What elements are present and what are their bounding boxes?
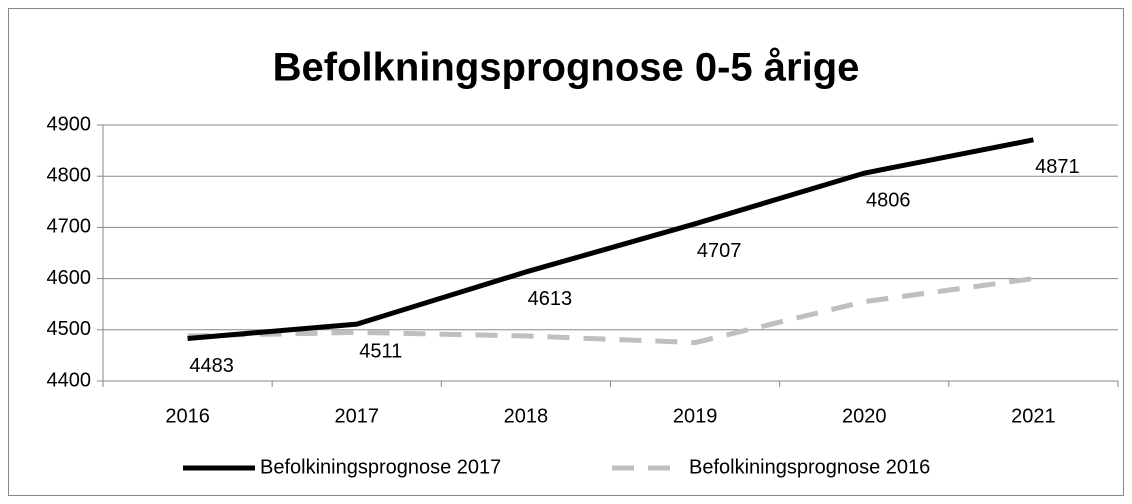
x-tick-label: 2020 bbox=[842, 405, 887, 427]
x-tick-label: 2019 bbox=[673, 405, 718, 427]
x-tick-label: 2017 bbox=[335, 405, 380, 427]
x-tick-label: 2018 bbox=[504, 405, 549, 427]
y-tick-label: 4500 bbox=[47, 318, 92, 340]
data-label: 4511 bbox=[359, 340, 402, 362]
y-tick-label: 4700 bbox=[47, 216, 92, 238]
data-label: 4483 bbox=[189, 355, 234, 377]
data-label: 4613 bbox=[528, 288, 573, 310]
legend-label: Befolkiningsprognose 2016 bbox=[689, 456, 930, 478]
chart-title: Befolkningsprognose 0-5 årige bbox=[273, 46, 860, 90]
series-line bbox=[187, 137, 1034, 341]
data-label: 4806 bbox=[866, 189, 911, 211]
y-tick-label: 4900 bbox=[47, 113, 92, 135]
y-tick-label: 4800 bbox=[47, 164, 92, 186]
y-tick-label: 4600 bbox=[47, 267, 92, 289]
x-tick-label: 2021 bbox=[1011, 405, 1056, 427]
x-tick-label: 2016 bbox=[165, 405, 210, 427]
data-label: 4871 bbox=[1035, 156, 1080, 178]
legend-label: Befolkiningsprognose 2017 bbox=[260, 456, 501, 478]
chart-border bbox=[8, 8, 1124, 496]
data-label: 4707 bbox=[697, 240, 742, 262]
y-tick-label: 4400 bbox=[47, 369, 92, 391]
